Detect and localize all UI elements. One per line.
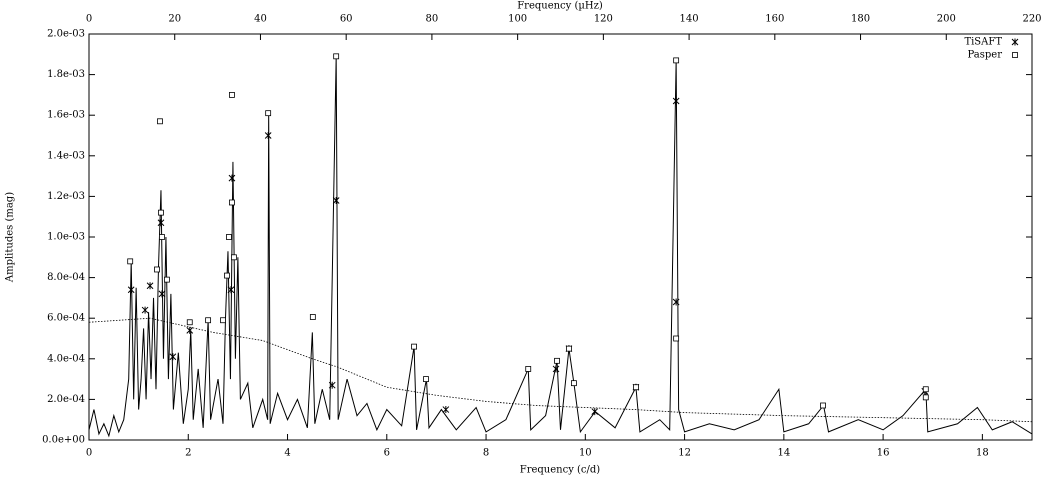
x2-tick-label: 60 [340,14,353,25]
star-marker [328,381,336,389]
x2-tick-label: 20 [168,14,181,25]
square-marker [566,345,572,352]
x2-tick-label: 0 [86,14,92,25]
square-marker [525,366,532,372]
star-marker [442,406,450,414]
x2-tick-label: 40 [254,14,267,25]
star-marker [186,326,194,334]
x2-tick-label: 160 [765,14,784,25]
square-marker [922,394,929,401]
square-marker [224,272,230,279]
square-marker [164,276,170,283]
x2-tick-label: 220 [1022,14,1041,25]
star-marker [141,306,149,314]
y-tick-label: 1.6e-03 [47,110,85,121]
x-tick-label: 14 [777,448,790,459]
x-tick-label: 12 [678,448,691,459]
square-marker [411,343,417,350]
x2-tick-label: 100 [508,14,527,25]
square-marker [159,234,165,240]
x-tick-label: 10 [579,448,592,459]
square-marker [309,314,316,320]
x2-tick-label: 140 [680,14,699,25]
square-marker [673,57,680,64]
star-marker [552,365,560,373]
x2-axis-label: Frequency (µHz) [517,1,603,12]
x-tick-label: 6 [384,448,390,459]
square-marker [922,386,929,393]
square-marker [154,266,160,273]
y-tick-label: 1.4e-03 [47,150,85,161]
star-marker [158,290,166,298]
x-tick-label: 18 [976,448,989,459]
y-tick-label: 1.8e-03 [47,69,85,80]
star-marker [157,219,165,227]
star-marker [264,132,272,139]
y-tick-label: 2.0e-04 [47,394,85,405]
square-marker [157,118,163,125]
x2-tick-label: 120 [594,14,613,25]
star-marker [591,408,599,416]
y-tick-label: 1.2e-03 [47,191,85,202]
square-marker [205,317,212,324]
x-tick-label: 0 [86,448,92,459]
square-marker [186,319,193,326]
square-marker [220,317,226,324]
x-axis-label: Frequency (c/d) [520,465,601,476]
square-marker [229,199,235,206]
x-tick-label: 8 [483,448,489,459]
star-marker [228,174,236,182]
legend-label: Pasper [968,50,1003,61]
y-tick-label: 2.0e-03 [47,29,85,40]
x-tick-label: 2 [185,448,191,459]
square-marker [333,53,340,60]
y-tick-label: 4.0e-04 [47,353,85,364]
square-marker [226,234,232,240]
y-tick-label: 1.0e-03 [47,232,85,243]
square-marker [673,335,680,342]
square-marker [554,357,560,364]
square-marker [633,384,639,391]
star-marker [332,196,340,204]
x2-tick-label: 80 [426,14,439,25]
legend-label: TiSAFT [964,37,1002,48]
square-marker [158,209,164,216]
x-tick-label: 16 [877,448,890,459]
x2-tick-label: 200 [937,14,956,25]
square-marker [229,92,235,98]
star-marker [146,282,154,290]
square-marker [127,258,134,265]
square-marker [265,110,272,117]
spectrum-line [88,56,1033,438]
square-marker [571,380,577,387]
legend-marker [1011,38,1019,46]
star-marker [169,353,177,361]
star-marker [672,298,680,306]
x2-tick-label: 180 [851,14,870,25]
legend-marker [1012,52,1018,58]
square-marker [423,376,429,383]
y-tick-label: 6.0e-04 [47,313,85,324]
y-axis-label: Amplitudes (mag) [5,192,16,283]
square-marker [231,254,237,261]
y-tick-label: 8.0e-04 [47,272,85,283]
square-marker [820,402,826,409]
star-marker [672,97,680,105]
y-tick-label: 0.0e+00 [42,435,85,446]
star-marker [227,286,235,294]
star-marker [127,286,135,294]
x-tick-label: 4 [284,448,290,459]
noise-line [88,317,1033,423]
